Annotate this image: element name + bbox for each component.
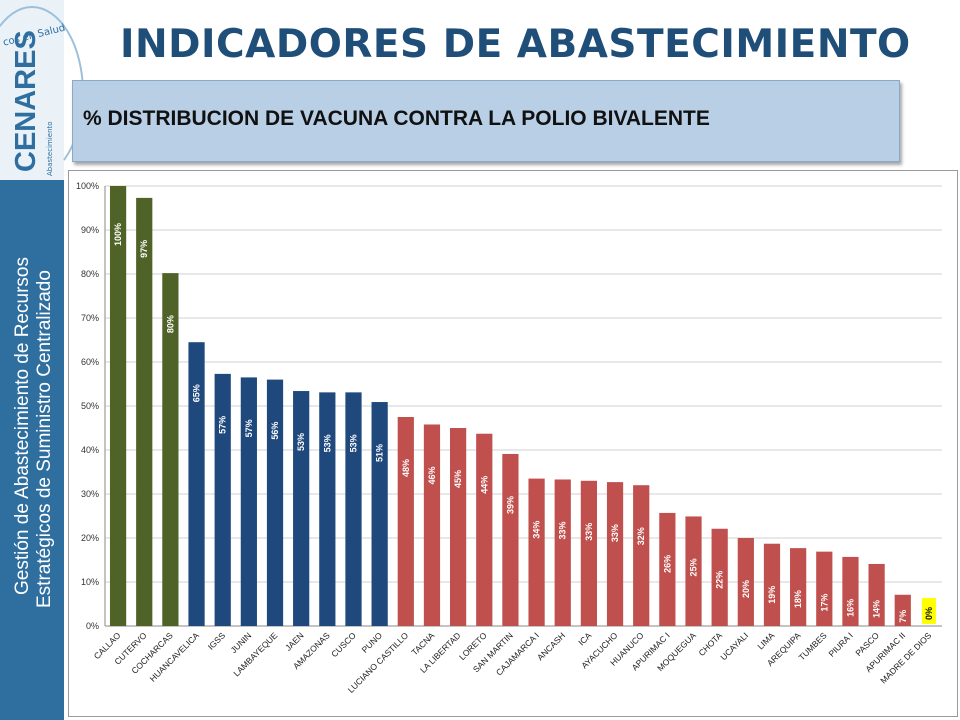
chart-subtitle: % DISTRIBUCION DE VACUNA CONTRA LA POLIO… [83, 107, 710, 130]
data-label: 80% [165, 315, 175, 333]
bar [816, 551, 833, 626]
y-tick-label: 90% [81, 225, 99, 235]
bar [476, 433, 493, 626]
data-label: 33% [584, 523, 594, 541]
bar [763, 543, 781, 626]
data-label: 19% [767, 586, 777, 604]
bar [685, 516, 702, 626]
data-label: 7% [898, 610, 908, 623]
data-label: 20% [741, 580, 751, 598]
bar [502, 453, 519, 626]
data-label: 57% [218, 416, 228, 434]
bar [450, 428, 467, 626]
bar [580, 480, 597, 626]
bar [162, 273, 179, 626]
y-tick-label: 0% [86, 621, 99, 631]
data-label: 46% [427, 466, 437, 484]
bar [659, 512, 676, 626]
y-tick-label: 20% [81, 533, 99, 543]
bar [266, 379, 284, 626]
bar [293, 391, 310, 626]
data-label: 34% [532, 521, 542, 539]
bar [136, 197, 153, 626]
y-tick-label: 30% [81, 489, 99, 499]
sidebar-logo-panel: cos en Salud CENARES Abastecimiento Gest… [0, 0, 84, 720]
data-label: 100% [113, 223, 123, 246]
y-tick-label: 60% [81, 357, 99, 367]
data-label: 22% [715, 571, 725, 589]
data-label: 97% [139, 240, 149, 258]
category-label: PIURA I [826, 630, 854, 658]
zero-highlight [921, 598, 936, 624]
bar [188, 342, 205, 626]
bar [606, 482, 624, 626]
bar [214, 373, 231, 626]
bar [790, 548, 807, 626]
category-label: JUNIN [229, 630, 254, 655]
data-label: 44% [479, 476, 489, 494]
data-label: 39% [505, 496, 515, 514]
data-label: 53% [296, 433, 306, 451]
data-label: 33% [558, 521, 568, 539]
data-label: 33% [610, 524, 620, 542]
y-tick-label: 100% [76, 181, 99, 191]
data-label: 51% [375, 444, 385, 462]
bar [554, 479, 571, 626]
y-tick-label: 40% [81, 445, 99, 455]
category-label: HUANCAVELICA [148, 630, 202, 684]
bar [868, 563, 885, 626]
bar-chart: 0%10%20%30%40%50%60%70%80%90%100%100%CAL… [76, 181, 942, 695]
data-label: 53% [348, 434, 358, 452]
data-label: 26% [662, 555, 672, 573]
category-label: ICA [576, 630, 593, 647]
data-label: 48% [401, 459, 411, 477]
bar [109, 186, 127, 626]
category-label: UCAYALI [718, 630, 750, 662]
category-label: LIMA [755, 630, 776, 651]
data-label: 0% [924, 607, 934, 620]
y-tick-label: 70% [81, 313, 99, 323]
category-label: PUNO [360, 630, 385, 655]
bar [528, 478, 545, 626]
data-label: 57% [244, 419, 254, 437]
sidebar-text-line2: Estratégicos de Suministro Centralizado [34, 270, 55, 608]
data-label: 65% [192, 384, 202, 402]
data-label: 16% [845, 599, 855, 617]
bar [894, 594, 911, 626]
bar [711, 528, 728, 626]
bar [423, 424, 441, 626]
bar [842, 556, 859, 626]
bar [737, 538, 754, 626]
logo-brand-sub: Abastecimiento [46, 121, 54, 176]
bar [371, 402, 388, 626]
data-label: 25% [689, 558, 699, 576]
data-label: 14% [872, 600, 882, 618]
category-label: TUMBES [797, 630, 829, 662]
data-label: 32% [636, 527, 646, 545]
category-label: CUSCO [329, 630, 358, 659]
bar [319, 392, 336, 626]
page-title: INDICADORES DE ABASTECIMIENTO [120, 22, 911, 67]
y-tick-label: 80% [81, 269, 99, 279]
y-tick-label: 50% [81, 401, 99, 411]
bar [345, 392, 362, 626]
y-tick-label: 10% [81, 577, 99, 587]
bar [240, 377, 257, 626]
data-label: 45% [453, 470, 463, 488]
sidebar-blue-band [0, 180, 64, 720]
category-label: JAEN [283, 630, 305, 652]
bar [397, 417, 414, 626]
bar [633, 485, 650, 626]
data-label: 53% [322, 434, 332, 452]
data-label: 56% [270, 422, 280, 440]
data-label: 17% [819, 594, 829, 612]
sidebar-text-line1: Gestión de Abastecimiento de Recursos [12, 257, 33, 595]
subtitle-box: % DISTRIBUCION DE VACUNA CONTRA LA POLIO… [72, 80, 900, 162]
category-label: ANCASH [535, 630, 567, 662]
chart-frame: 0% 10% 20% 30% 40% 50% 60% 70% 80% 90% 100% 100% CAL… [68, 170, 958, 717]
data-label: 18% [793, 590, 803, 608]
category-label: IGSS [206, 630, 228, 652]
logo-brand: CENARES [10, 30, 42, 172]
